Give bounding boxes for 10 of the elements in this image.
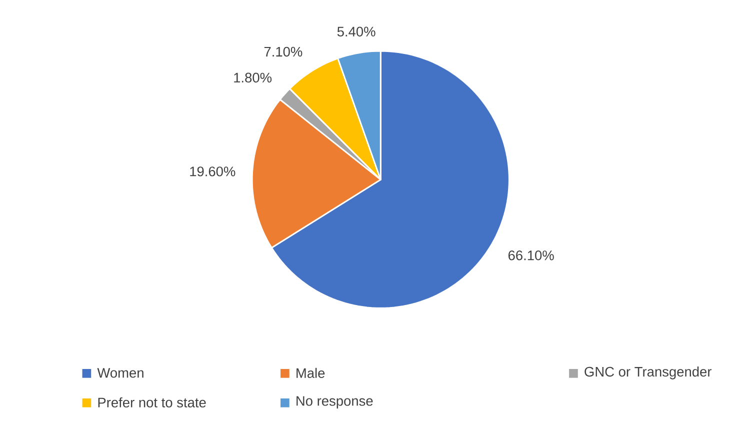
legend-label: Male: [296, 368, 325, 378]
data-label: 7.10%: [264, 46, 302, 57]
legend-label: Women: [97, 368, 144, 378]
data-label: 5.40%: [337, 26, 376, 37]
data-label: 1.80%: [234, 72, 272, 83]
data-label: 66.10%: [508, 250, 554, 260]
legend-label: No response: [296, 396, 373, 409]
legend-label: Prefer not to state: [98, 397, 206, 408]
legend-label: GNC or Transgender: [584, 366, 712, 380]
data-label: 19.60%: [190, 166, 236, 176]
